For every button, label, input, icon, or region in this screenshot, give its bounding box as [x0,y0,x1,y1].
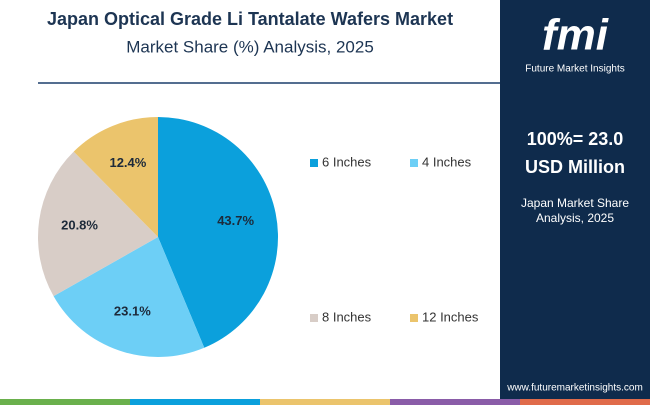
caption: Japan Market Share Analysis, 2025 [520,196,630,225]
pie-slice [73,117,158,237]
legend-label: 8 Inches [322,309,372,324]
brand: Future Market Insights [525,64,624,75]
side-panel [500,0,650,405]
legend-label: 6 Inches [322,154,372,169]
legend-swatch [410,314,418,322]
legend-label: 4 Inches [422,154,472,169]
pie-slice [38,151,158,297]
website: www.futuremarketinsights.com [506,383,643,394]
value-label: 20.8% [61,218,98,233]
total: 100%= 23.0 [527,129,624,149]
bottom-strip [0,399,650,405]
legend-label: 12 Inches [422,309,479,324]
legend-swatch [310,314,318,322]
value-label: 43.7% [217,213,254,228]
value-label: 23.1% [114,303,151,318]
pie-slice [53,237,205,358]
chart-title: Japan Optical Grade Li Tantalate Wafers … [47,9,453,29]
chart-subtitle: Market Share (%) Analysis, 2025 [126,37,374,56]
legend-swatch [310,159,318,167]
value-label: 12.4% [109,155,146,170]
pie-slice [158,117,279,348]
logo: fmi [542,11,609,60]
legend-swatch [410,159,418,167]
unit: USD Million [525,157,625,177]
